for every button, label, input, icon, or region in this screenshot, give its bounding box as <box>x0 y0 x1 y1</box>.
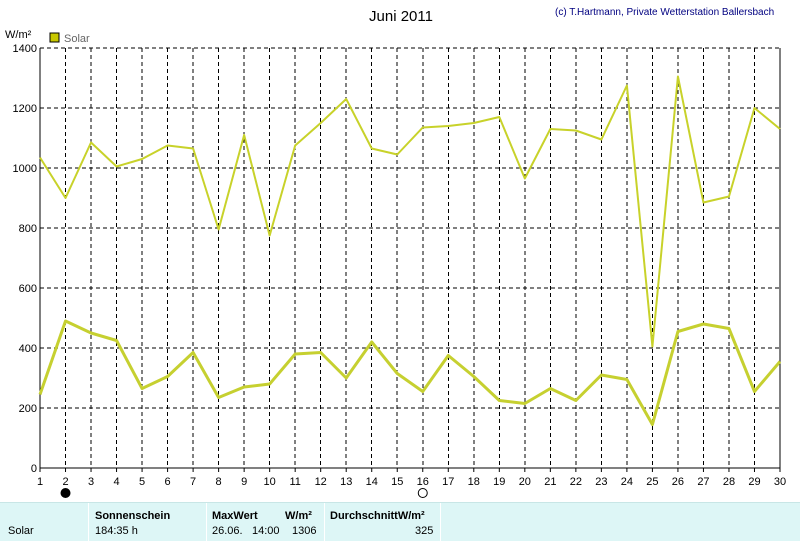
x-tick-label: 19 <box>493 476 505 488</box>
x-tick-label: 14 <box>366 476 378 488</box>
sunshine-value: 184:35 h <box>95 525 138 537</box>
x-tick-label: 24 <box>621 476 633 488</box>
x-tick-label: 1 <box>37 476 43 488</box>
chart-title: Juni 2011 <box>369 8 433 25</box>
series-line-avg <box>40 321 780 425</box>
legend-label: Solar <box>64 33 90 45</box>
x-tick-label: 5 <box>139 476 145 488</box>
x-tick-label: 23 <box>595 476 607 488</box>
avg-header: DurchschnittW/m² <box>330 510 425 522</box>
sunshine-header: Sonnenschein <box>95 510 170 522</box>
panel-divider <box>206 503 207 542</box>
markers <box>61 489 427 498</box>
x-tick-label: 7 <box>190 476 196 488</box>
x-tick-label: 29 <box>748 476 760 488</box>
x-tick-label: 8 <box>216 476 222 488</box>
legend-swatch <box>50 33 59 42</box>
series-layer <box>40 76 780 424</box>
max-header: MaxWert <box>212 510 258 522</box>
max-value: 1306 <box>292 525 316 537</box>
max-date: 26.06. <box>212 525 243 537</box>
filled-circle-icon <box>61 489 70 498</box>
x-tick-label: 28 <box>723 476 735 488</box>
x-tick-label: 11 <box>289 476 300 488</box>
panel-divider <box>88 503 89 542</box>
panel-divider <box>440 503 441 542</box>
y-tick-label: 1200 <box>13 103 37 115</box>
x-tick-label: 13 <box>340 476 352 488</box>
copyright-text: (c) T.Hartmann, Private Wetterstation Ba… <box>555 7 774 18</box>
y-tick-label: 600 <box>19 283 37 295</box>
y-tick-label: 200 <box>19 403 37 415</box>
x-tick-label: 17 <box>442 476 454 488</box>
x-tick-label: 2 <box>62 476 68 488</box>
x-tick-label: 25 <box>646 476 658 488</box>
summary-panel: Solar Sonnenschein 184:35 h MaxWert W/m²… <box>0 502 800 541</box>
x-tick-label: 3 <box>88 476 94 488</box>
x-tick-label: 10 <box>264 476 276 488</box>
y-axis-unit: W/m² <box>5 29 32 41</box>
x-tick-label: 22 <box>570 476 582 488</box>
y-tick-label: 0 <box>31 463 37 475</box>
max-time: 14:00 <box>252 525 280 537</box>
x-tick-label: 30 <box>774 476 786 488</box>
x-tick-label: 15 <box>391 476 403 488</box>
x-tick-label: 21 <box>544 476 556 488</box>
chart: Juni 2011 (c) T.Hartmann, Private Wetter… <box>0 0 800 502</box>
open-circle-icon <box>418 489 427 498</box>
summary-row-label: Solar <box>8 525 34 537</box>
x-tick-label: 20 <box>519 476 531 488</box>
x-tick-label: 9 <box>241 476 247 488</box>
max-unit: W/m² <box>285 510 312 522</box>
avg-value: 325 <box>415 525 433 537</box>
x-tick-label: 4 <box>113 476 119 488</box>
y-tick-label: 1400 <box>13 43 37 55</box>
x-tick-label: 12 <box>315 476 327 488</box>
x-tick-label: 16 <box>417 476 429 488</box>
x-tick-label: 26 <box>672 476 684 488</box>
panel-divider <box>324 503 325 542</box>
x-tick-label: 6 <box>165 476 171 488</box>
y-tick-label: 400 <box>19 343 37 355</box>
x-tick-label: 27 <box>697 476 709 488</box>
y-tick-label: 1000 <box>13 163 37 175</box>
series-line-max <box>40 77 780 347</box>
x-tick-label: 18 <box>468 476 480 488</box>
grid <box>40 48 780 468</box>
y-tick-label: 800 <box>19 223 37 235</box>
